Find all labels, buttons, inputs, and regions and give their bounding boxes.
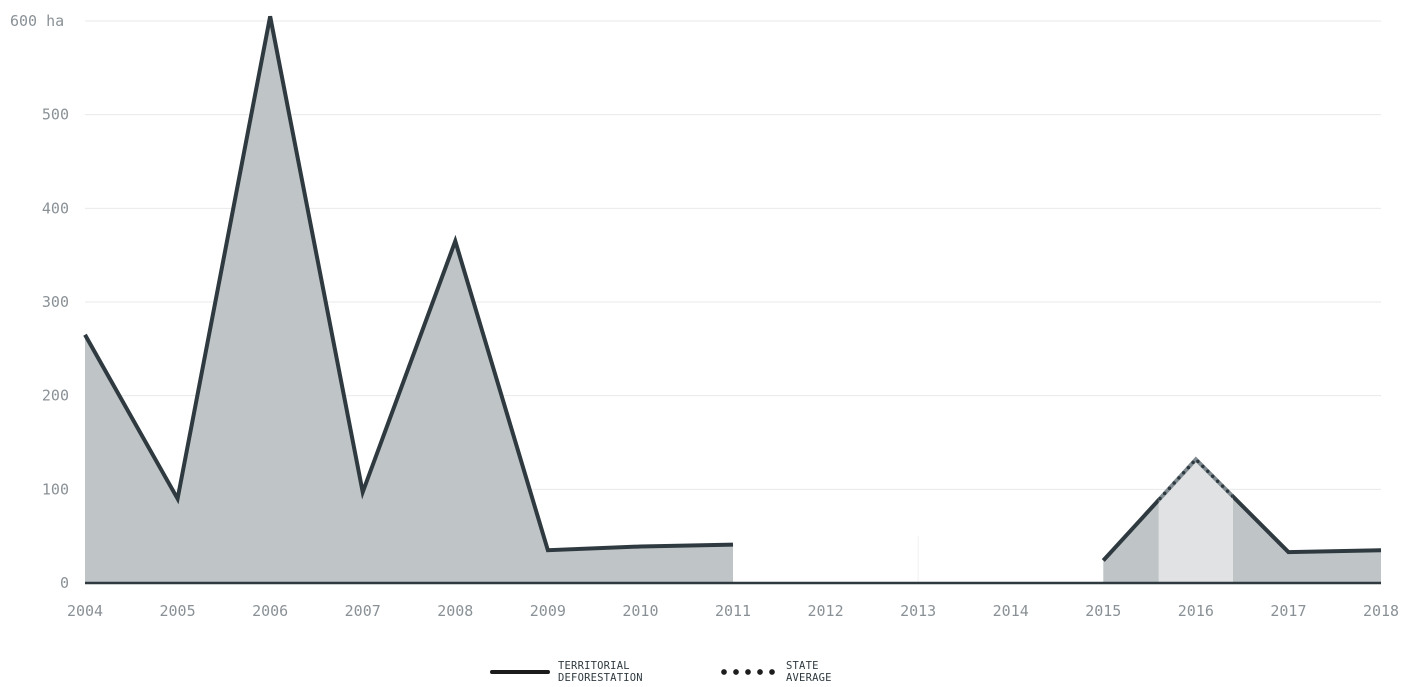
- y-tick-label-100: 100: [42, 480, 69, 498]
- x-tick-label-2011: 2011: [715, 602, 751, 620]
- y-tick-label-0: 0: [60, 574, 69, 592]
- legend-dotted-line-icon: [718, 669, 778, 675]
- legend-item-state-average: STATE AVERAGE: [718, 657, 832, 687]
- y-tick-label-400: 400: [42, 199, 69, 217]
- x-axis-ticks: 2004 2005 2006 2007 2008 2009 2010 2011 2012 2013…: [67, 602, 1399, 620]
- x-tick-label-2006: 2006: [252, 602, 288, 620]
- x-tick-label-2017: 2017: [1270, 602, 1306, 620]
- x-tick-label-2013: 2013: [900, 602, 936, 620]
- legend-label-territorial-deforestation: TERRITORIAL DEFORESTATION: [558, 660, 643, 684]
- x-tick-label-2014: 2014: [993, 602, 1029, 620]
- x-tick-label-2018: 2018: [1363, 602, 1399, 620]
- y-axis-ticks: 0 100 200 300 400 500 600 ha: [10, 12, 69, 592]
- x-tick-label-2005: 2005: [160, 602, 196, 620]
- legend-solid-line-icon: [490, 670, 550, 674]
- x-tick-label-2008: 2008: [437, 602, 473, 620]
- x-tick-label-2016: 2016: [1178, 602, 1214, 620]
- area-segment-2: [1103, 459, 1381, 583]
- y-tick-label-300: 300: [42, 293, 69, 311]
- y-tick-label-600: 600 ha: [10, 12, 64, 30]
- legend-label-state-average: STATE AVERAGE: [786, 660, 832, 684]
- x-tick-label-2015: 2015: [1085, 602, 1121, 620]
- y-tick-label-500: 500: [42, 106, 69, 124]
- area-fills: [85, 16, 1381, 583]
- y-tick-label-200: 200: [42, 387, 69, 405]
- area-segment-1: [85, 16, 733, 583]
- x-tick-label-2012: 2012: [808, 602, 844, 620]
- x-tick-label-2009: 2009: [530, 602, 566, 620]
- x-tick-label-2010: 2010: [622, 602, 658, 620]
- x-tick-label-2004: 2004: [67, 602, 103, 620]
- legend: TERRITORIAL DEFORESTATION: [490, 657, 643, 687]
- x-tick-label-2007: 2007: [345, 602, 381, 620]
